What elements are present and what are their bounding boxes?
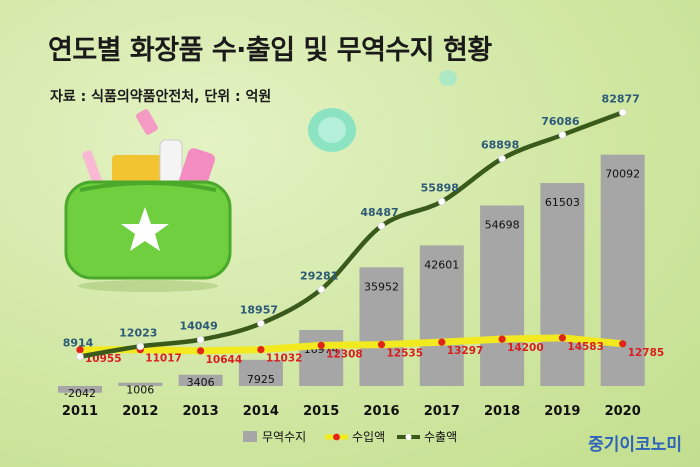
bar-label-2017: 42601 xyxy=(424,258,459,271)
export-label-2017: 55898 xyxy=(421,182,459,195)
import-label-2020: 12785 xyxy=(628,347,665,359)
legend-dot-export xyxy=(405,434,412,440)
export-label-2014: 18957 xyxy=(240,303,278,316)
import-label-2018: 14200 xyxy=(507,342,544,354)
export-point-2017 xyxy=(437,197,446,206)
x-tick-2017: 2017 xyxy=(424,404,460,419)
export-point-2012 xyxy=(136,342,145,351)
export-label-2016: 48487 xyxy=(360,206,398,219)
bar-2019 xyxy=(540,183,585,386)
export-label-2015: 29281 xyxy=(300,269,338,282)
x-tick-2014: 2014 xyxy=(243,404,279,419)
import-label-2015: 12308 xyxy=(326,348,363,360)
export-point-2015 xyxy=(317,285,326,294)
bar-label-2012: 1006 xyxy=(126,384,154,397)
export-label-2011: 8914 xyxy=(63,337,94,350)
import-series: 10955 11017 10644 11032 12308 12535 13297 14200… xyxy=(76,334,664,366)
bar-label-2014: 7925 xyxy=(247,373,275,386)
legend-label-import: 수입액 xyxy=(352,430,385,444)
bar-2012 xyxy=(118,382,163,386)
import-label-2014: 11032 xyxy=(266,353,303,365)
x-tick-2016: 2016 xyxy=(363,404,399,419)
export-label-2018: 68898 xyxy=(481,139,519,152)
export-label-2013: 14049 xyxy=(179,320,217,333)
bar-2018 xyxy=(480,205,525,386)
bar-2015 xyxy=(299,329,344,386)
import-line xyxy=(76,334,627,355)
import-point-2020 xyxy=(619,340,627,348)
x-axis-ticks: 2011 2012 2013 2014 2015 2016 2017 2018 2019 2020 xyxy=(62,404,641,419)
import-point-2011 xyxy=(76,346,84,354)
export-point-2018 xyxy=(498,154,506,163)
legend: 무역수지 수입액 수출액 xyxy=(243,430,457,444)
bar-label-2018: 54698 xyxy=(485,218,520,231)
export-label-2012: 12023 xyxy=(119,326,157,339)
export-line xyxy=(77,110,625,359)
bar-2013 xyxy=(178,374,223,386)
bar-2014 xyxy=(238,359,283,386)
legend-dot-import xyxy=(333,433,340,441)
cosmetic-lid-decoration xyxy=(308,70,457,152)
x-tick-2015: 2015 xyxy=(303,404,339,419)
bar-2016 xyxy=(359,267,404,386)
x-tick-2012: 2012 xyxy=(122,404,158,419)
export-point-2016 xyxy=(377,222,386,230)
import-point-2016 xyxy=(377,341,386,349)
x-tick-2020: 2020 xyxy=(605,404,641,419)
import-point-2017 xyxy=(438,338,446,346)
bar-2011 xyxy=(58,386,102,393)
export-point-2013 xyxy=(196,335,205,344)
bar-2017 xyxy=(419,245,464,386)
star-icon xyxy=(121,207,169,251)
bar-2020 xyxy=(600,154,645,386)
bar-label-2019: 61503 xyxy=(545,196,580,209)
x-tick-2019: 2019 xyxy=(544,404,580,419)
export-point-2011 xyxy=(76,352,84,361)
x-tick-2011: 2011 xyxy=(62,404,98,419)
legend-swatch-balance xyxy=(243,431,257,442)
cosmetics-pouch-illustration xyxy=(64,109,232,292)
import-point-2019 xyxy=(558,334,567,342)
x-tick-2018: 2018 xyxy=(484,404,520,419)
export-point-2020 xyxy=(618,108,627,117)
bar-label-2020: 70092 xyxy=(605,168,640,181)
import-label-2012: 11017 xyxy=(145,353,182,365)
import-label-2017: 13297 xyxy=(447,345,484,357)
import-point-2013 xyxy=(197,347,205,355)
export-label-2020: 82877 xyxy=(602,93,640,106)
import-point-2015 xyxy=(317,341,325,349)
lipstick-icon xyxy=(82,150,104,190)
chart-source-unit: 자료 : 식품의약품안전처, 단위 : 억원 xyxy=(50,89,272,105)
trade-balance-bars xyxy=(58,154,645,393)
export-label-2019: 76086 xyxy=(541,115,580,128)
chart-title: 연도별 화장품 수·출입 및 무역수지 현황 xyxy=(48,35,492,66)
clothespin-icon xyxy=(136,109,158,135)
legend-label-export: 수출액 xyxy=(424,430,457,444)
bar-label-2011: -2042 xyxy=(64,387,96,400)
export-point-2019 xyxy=(558,131,567,139)
import-point-2018 xyxy=(498,335,506,343)
legend-label-balance: 무역수지 xyxy=(262,430,306,444)
bar-label-2016: 35952 xyxy=(364,280,399,293)
export-point-2014 xyxy=(257,319,265,328)
import-point-2014 xyxy=(257,345,265,354)
bar-label-2013: 3406 xyxy=(187,376,215,389)
export-series: 8914 12023 14049 18957 29281 48487 55898 68898 7… xyxy=(63,93,640,361)
import-label-2016: 12535 xyxy=(387,348,424,360)
import-label-2019: 14583 xyxy=(567,341,604,353)
brand-logo: 중기이코노미 xyxy=(588,435,682,455)
import-label-2013: 10644 xyxy=(206,354,243,366)
x-tick-2013: 2013 xyxy=(183,404,219,419)
